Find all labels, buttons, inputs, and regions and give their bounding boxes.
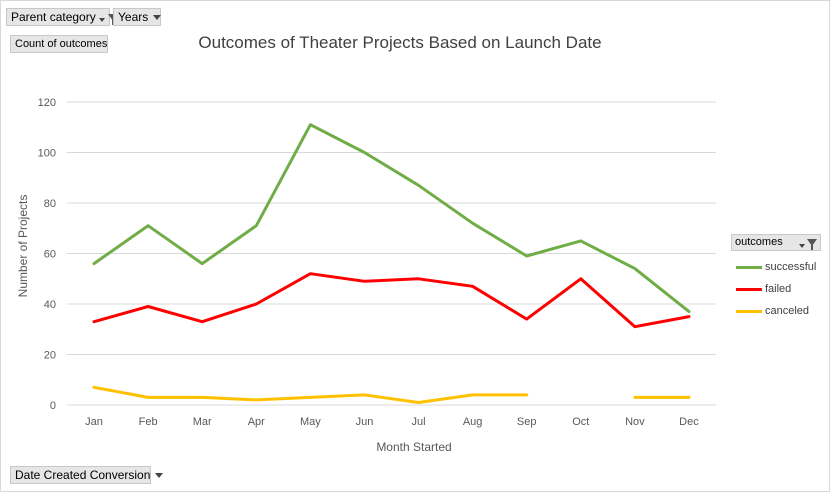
y-tick-label: 40 bbox=[44, 299, 56, 311]
chart-title: Outcomes of Theater Projects Based on La… bbox=[198, 33, 602, 52]
sort-arrow-icon bbox=[799, 243, 805, 248]
x-tick-label: Nov bbox=[625, 416, 645, 428]
x-axis-ticks: Jan Feb Mar Apr May Jun Jul Aug Sep Oct Nov Dec bbox=[85, 416, 699, 428]
legend: outcomes successful failed canceled bbox=[731, 234, 821, 322]
x-tick-label: Apr bbox=[248, 416, 265, 428]
parent-category-label: Parent category bbox=[11, 10, 96, 24]
x-tick-label: Jul bbox=[412, 416, 426, 428]
legend-item-successful: successful bbox=[731, 256, 821, 278]
outcomes-filter-button[interactable]: outcomes bbox=[731, 234, 821, 251]
filter-funnel-icon bbox=[807, 239, 817, 250]
legend-title: outcomes bbox=[735, 236, 783, 248]
sort-arrow-icon bbox=[98, 18, 105, 22]
y-tick-label: 80 bbox=[44, 198, 56, 210]
y-tick-label: 120 bbox=[38, 97, 56, 109]
x-tick-label: Feb bbox=[139, 416, 158, 428]
years-filter-button[interactable]: Years bbox=[113, 8, 162, 26]
x-tick-label: Jun bbox=[356, 416, 374, 428]
chevron-down-icon bbox=[155, 472, 164, 478]
series-lines bbox=[92, 123, 691, 404]
legend-label-failed: failed bbox=[765, 283, 792, 295]
values-field-label: Count of outcomes bbox=[15, 38, 108, 50]
series-line-canceled bbox=[92, 385, 529, 404]
y-tick-label: 100 bbox=[38, 148, 56, 160]
x-tick-label: May bbox=[300, 416, 321, 428]
filter-funnel-icon bbox=[107, 13, 118, 25]
legend-swatch-failed bbox=[736, 287, 762, 291]
x-tick-label: Sep bbox=[517, 416, 537, 428]
legend-label-canceled: canceled bbox=[765, 305, 810, 317]
x-tick-label: Aug bbox=[463, 416, 483, 428]
parent-category-filter-button[interactable]: Parent category bbox=[6, 8, 118, 26]
x-axis-label: Month Started bbox=[376, 440, 451, 454]
date-created-conversion-button[interactable]: Date Created Conversion bbox=[10, 466, 164, 484]
chevron-down-icon bbox=[153, 14, 162, 20]
axis-field-label: Date Created Conversion bbox=[15, 468, 151, 482]
y-tick-label: 0 bbox=[50, 400, 56, 412]
legend-item-failed: failed bbox=[731, 278, 821, 300]
y-tick-label: 20 bbox=[44, 350, 56, 362]
series-line-successful bbox=[92, 123, 691, 314]
legend-label-successful: successful bbox=[765, 261, 817, 273]
legend-swatch-canceled bbox=[736, 309, 762, 313]
y-axis-label: Number of Projects bbox=[16, 195, 30, 298]
x-tick-label: Jan bbox=[85, 416, 103, 428]
legend-swatch-successful bbox=[736, 265, 762, 269]
years-label: Years bbox=[118, 10, 149, 24]
x-tick-label: Oct bbox=[572, 416, 589, 428]
values-field-button[interactable]: Count of outcomes bbox=[10, 35, 108, 53]
x-tick-label: Mar bbox=[193, 416, 212, 428]
y-tick-label: 60 bbox=[44, 249, 56, 261]
legend-item-canceled: canceled bbox=[731, 300, 821, 322]
series-line-failed bbox=[92, 272, 691, 329]
x-tick-label: Dec bbox=[679, 416, 699, 428]
gridlines bbox=[67, 101, 716, 406]
y-axis-ticks: 0 20 40 60 80 100 120 bbox=[38, 97, 56, 412]
